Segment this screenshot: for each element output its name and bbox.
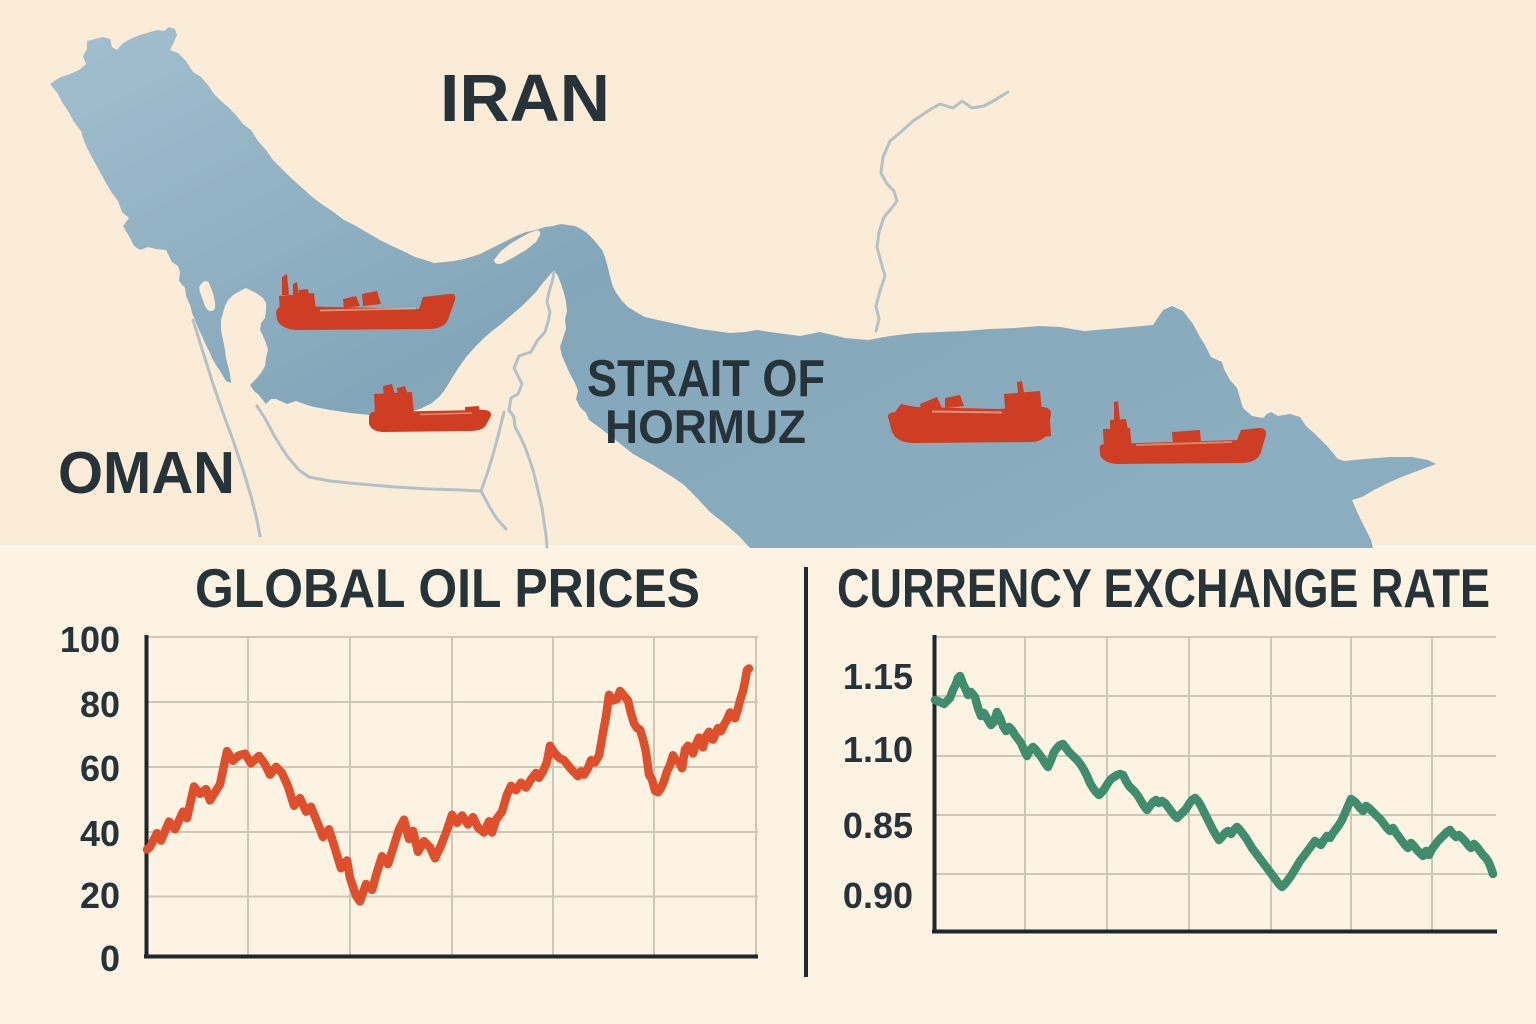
svg-text:20: 20 <box>80 875 120 916</box>
svg-text:IRAN: IRAN <box>440 61 610 136</box>
svg-text:CURRENCY EXCHANGE RATE: CURRENCY EXCHANGE RATE <box>837 557 1490 619</box>
svg-text:80: 80 <box>80 684 120 725</box>
svg-text:40: 40 <box>80 813 120 854</box>
svg-text:0.90: 0.90 <box>843 875 913 916</box>
svg-text:60: 60 <box>80 748 120 789</box>
svg-text:STRAIT OF: STRAIT OF <box>587 350 825 408</box>
svg-text:HORMUZ: HORMUZ <box>605 400 806 453</box>
svg-text:0.85: 0.85 <box>843 805 913 846</box>
svg-text:100: 100 <box>60 619 120 660</box>
svg-text:1.15: 1.15 <box>843 656 913 697</box>
svg-text:OMAN: OMAN <box>58 440 235 506</box>
svg-text:1.10: 1.10 <box>843 729 913 770</box>
svg-text:GLOBAL OIL PRICES: GLOBAL OIL PRICES <box>195 557 700 619</box>
svg-text:0: 0 <box>100 938 120 979</box>
